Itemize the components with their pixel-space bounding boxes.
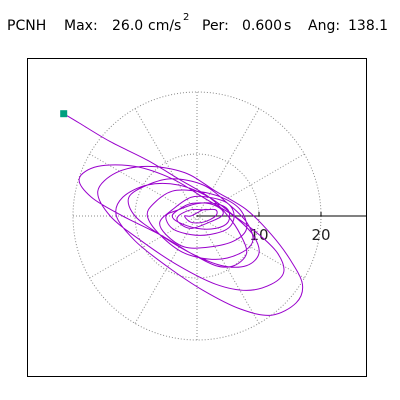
angle-label: Ang: (308, 18, 341, 34)
ring-tick-labels: 10 20 (249, 212, 331, 244)
plot-frame (27, 58, 367, 377)
grid-spoke-2 (196, 153, 305, 217)
period-value: 0.600 (242, 18, 283, 34)
trajectory-trace (63, 113, 304, 316)
start-marker (60, 110, 68, 118)
period-unit: s (284, 18, 292, 34)
max-label: Max: (64, 18, 98, 34)
start-marker-group (60, 110, 68, 118)
station-code: PCNH (7, 18, 47, 34)
trajectory-line (63, 113, 304, 316)
max-unit-superscript: 2 (183, 12, 190, 23)
max-unit: cm/s (148, 18, 182, 34)
grid-spoke-5 (134, 108, 198, 217)
period-label: Per: (202, 18, 229, 34)
angle-value: 138.1 (348, 18, 389, 34)
ring-tick-label-2: 20 (311, 226, 330, 244)
max-value: 26.0 (112, 18, 144, 34)
chart-header: PCNH Max: 26.0 cm/s 2 Per: 0.600 s Ang: … (0, 12, 400, 40)
